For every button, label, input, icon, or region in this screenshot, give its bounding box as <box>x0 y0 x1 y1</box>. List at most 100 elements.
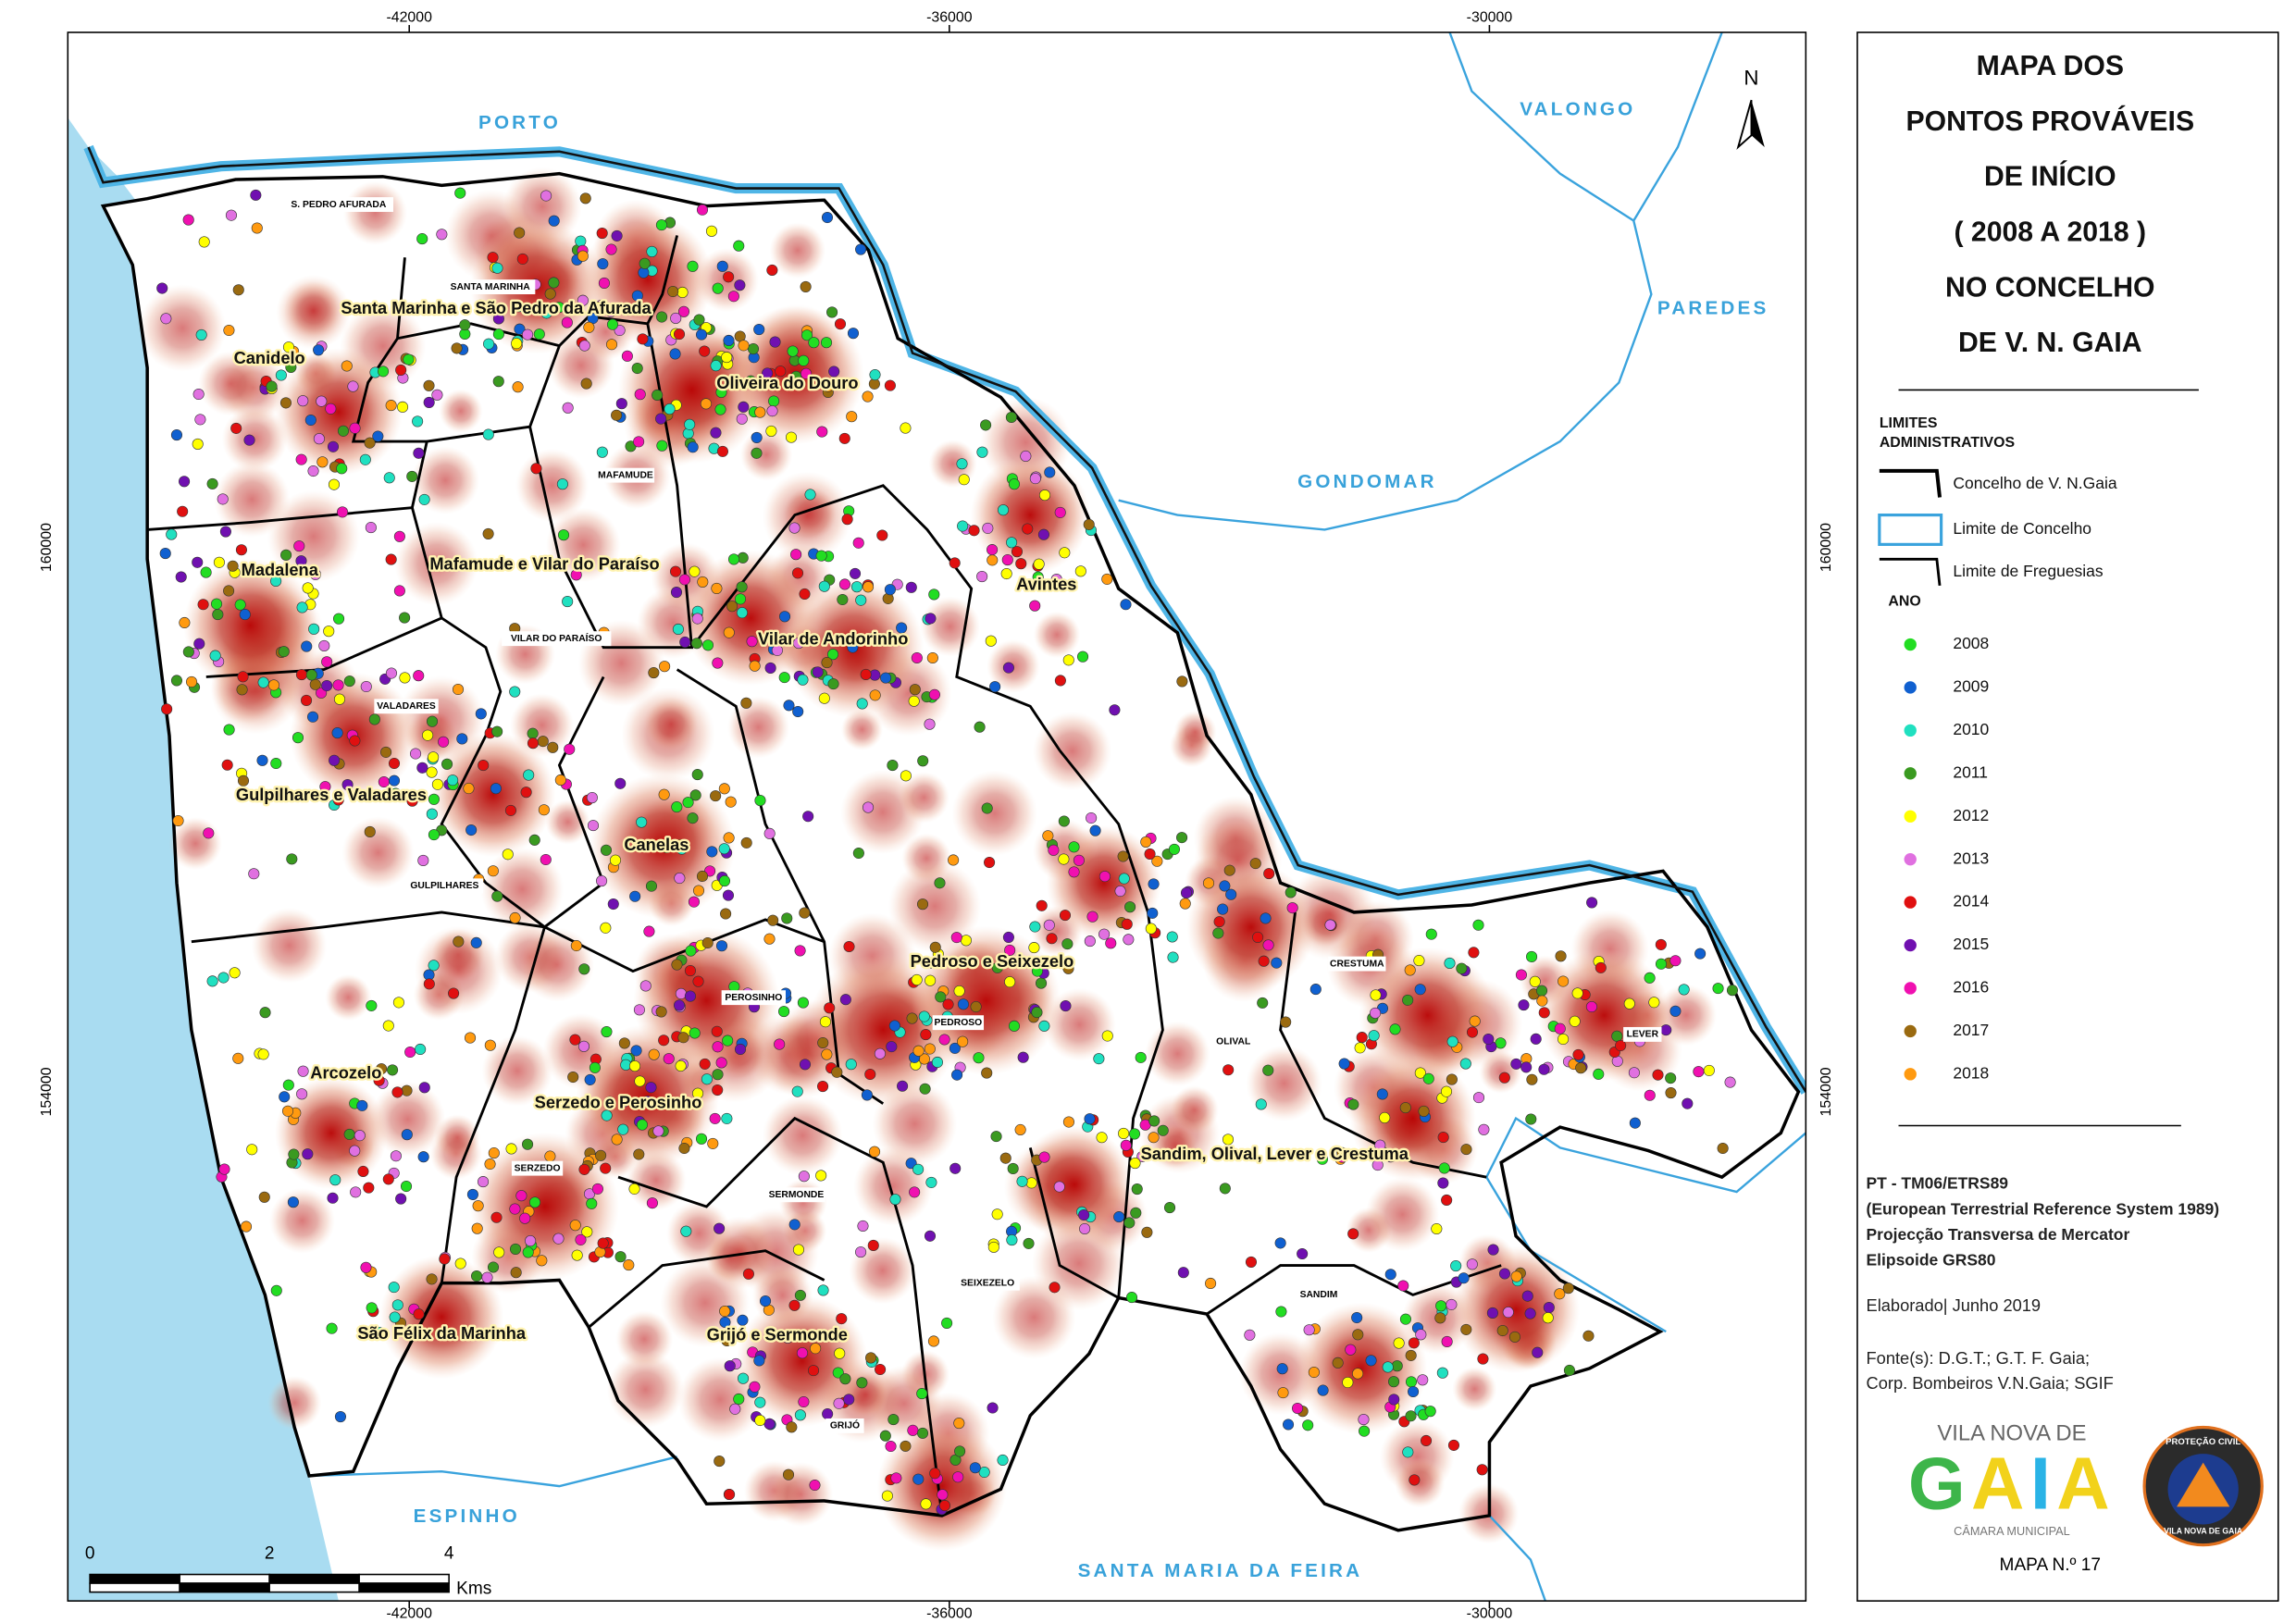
ignition-point <box>382 1020 394 1032</box>
ignition-point <box>812 666 824 678</box>
ignition-point <box>1444 957 1456 969</box>
ignition-point <box>257 1048 269 1060</box>
ignition-point <box>309 568 321 580</box>
ignition-point <box>267 679 279 691</box>
ignition-point <box>336 506 349 518</box>
municipal-boundary <box>1632 31 1723 222</box>
ignition-point <box>1222 1064 1235 1076</box>
ignition-point <box>1397 1280 1409 1292</box>
ignition-point <box>571 1249 583 1261</box>
ignition-point <box>845 1059 857 1071</box>
ignition-point <box>753 1355 765 1367</box>
ignition-point <box>211 598 223 610</box>
ignition-point <box>385 553 397 565</box>
ignition-point <box>710 427 722 439</box>
ignition-point <box>428 960 440 972</box>
ignition-point <box>1046 933 1058 945</box>
ignition-point <box>360 680 372 693</box>
ignition-point <box>1459 1058 1471 1070</box>
ignition-point <box>1558 1033 1570 1046</box>
ignition-point <box>1062 654 1074 666</box>
heat-core <box>430 732 556 858</box>
municipal-boundary <box>309 1456 677 1488</box>
limit-symbol <box>1878 513 1943 546</box>
ignition-point <box>448 987 460 999</box>
ignition-point <box>1615 1039 1627 1052</box>
ignition-point <box>509 686 521 698</box>
former-parish-box <box>596 467 655 483</box>
ignition-point <box>373 1327 385 1339</box>
ignition-point <box>634 389 646 401</box>
ignition-point <box>987 1241 999 1253</box>
heat-cell <box>214 461 291 539</box>
ignition-point <box>504 804 516 816</box>
ignition-point <box>724 1488 736 1501</box>
former-parish-box <box>502 631 612 647</box>
ignition-point <box>491 725 503 737</box>
ignition-point <box>513 301 525 313</box>
ignition-point <box>655 219 667 231</box>
ignition-point <box>691 613 703 625</box>
ignition-point <box>1655 958 1668 970</box>
ignition-point <box>690 638 702 650</box>
ignition-point <box>316 395 328 407</box>
ignition-point <box>1292 1402 1304 1415</box>
ignition-point <box>552 1233 565 1245</box>
ignition-point <box>1359 1425 1371 1437</box>
ignition-point <box>313 433 325 445</box>
ignition-point <box>159 548 171 560</box>
ignition-point <box>1058 853 1070 865</box>
ignition-point <box>1213 916 1225 928</box>
ignition-point <box>1249 858 1261 870</box>
ignition-point <box>1123 934 1135 946</box>
ignition-point <box>1354 1042 1366 1054</box>
ignition-point <box>223 324 235 337</box>
ignition-point <box>514 323 526 335</box>
ignition-point <box>1371 1159 1384 1171</box>
ignition-point <box>887 760 899 772</box>
ignition-point <box>631 362 643 375</box>
ignition-point <box>1460 1144 1472 1156</box>
ignition-point <box>621 350 633 362</box>
former-parish-box <box>767 1187 825 1203</box>
map-title: PONTOS PROVÁVEIS <box>1905 105 2194 137</box>
ignition-point <box>1303 1324 1315 1336</box>
ignition-point <box>884 584 896 596</box>
ignition-point <box>333 693 346 705</box>
ignition-point <box>794 1289 806 1301</box>
ignition-point <box>1358 1414 1370 1426</box>
ignition-point <box>754 1414 766 1427</box>
logo-name: GAIA <box>1908 1442 2116 1524</box>
ignition-point <box>617 1123 629 1135</box>
heat-cell <box>342 180 408 245</box>
ignition-point <box>714 1222 726 1234</box>
ignition-point <box>454 1258 466 1270</box>
ignition-point <box>577 1040 590 1052</box>
scale-label: 4 <box>444 1543 454 1563</box>
ignition-point <box>596 228 608 240</box>
ignition-point <box>737 1372 750 1384</box>
ignition-point <box>373 1074 385 1086</box>
neighbor-label: PAREDES <box>1657 297 1769 318</box>
parish-boundary <box>411 507 546 928</box>
ignition-point <box>1655 938 1667 950</box>
ignition-point <box>658 1035 670 1047</box>
ignition-point <box>177 505 189 517</box>
ignition-point <box>483 338 495 350</box>
ignition-point <box>957 998 969 1010</box>
ignition-point <box>954 1445 966 1457</box>
heat-cell <box>768 1462 834 1527</box>
ignition-point <box>1148 1115 1160 1127</box>
ignition-point <box>905 581 917 593</box>
ignition-point <box>1399 1102 1411 1114</box>
parish-boundary <box>528 323 694 650</box>
ignition-point <box>925 613 937 625</box>
heat-cell <box>928 440 977 489</box>
ignition-point <box>1038 1020 1050 1032</box>
ignition-point <box>288 1148 300 1160</box>
ignition-point <box>699 1058 711 1070</box>
right-tick-label: 154000 <box>1818 1067 1834 1116</box>
river-line <box>87 146 1806 1093</box>
ignition-point <box>707 1137 719 1149</box>
ignition-point <box>179 476 191 488</box>
